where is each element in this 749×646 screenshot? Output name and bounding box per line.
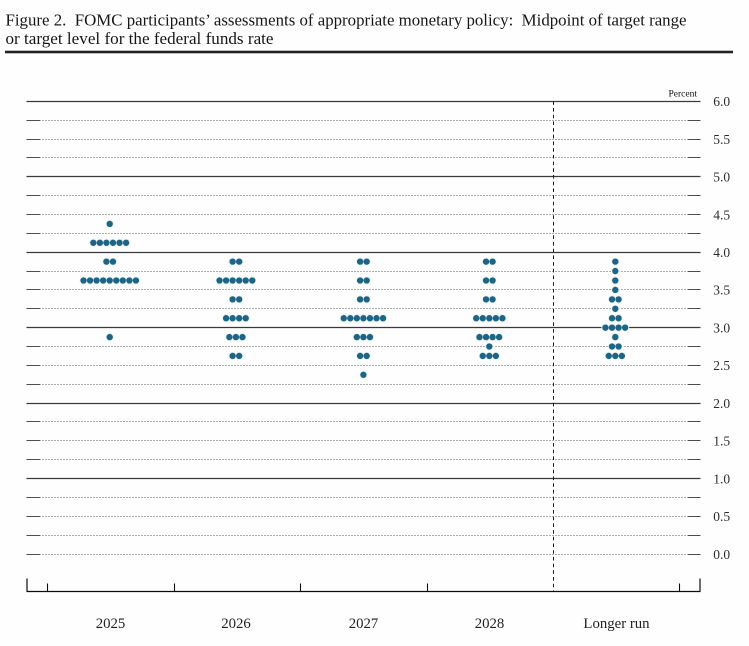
svg-text:2.5: 2.5: [713, 358, 730, 373]
svg-text:5.5: 5.5: [713, 132, 730, 147]
svg-text:5.0: 5.0: [713, 170, 730, 185]
svg-text:1.0: 1.0: [713, 471, 730, 486]
svg-text:2027: 2027: [349, 616, 379, 632]
svg-text:3.5: 3.5: [713, 283, 730, 298]
svg-text:1.5: 1.5: [713, 434, 730, 449]
svg-text:3.0: 3.0: [713, 321, 730, 336]
svg-text:2028: 2028: [475, 616, 505, 632]
svg-text:0.0: 0.0: [713, 547, 730, 562]
svg-text:2025: 2025: [96, 616, 126, 632]
svg-text:Percent: Percent: [669, 90, 698, 100]
svg-text:Longer run: Longer run: [583, 616, 650, 632]
svg-text:Figure 2. FOMC participants’ a: Figure 2. FOMC participants’ assessments…: [6, 11, 687, 30]
svg-text:4.5: 4.5: [713, 207, 730, 222]
svg-text:2026: 2026: [221, 616, 251, 632]
svg-text:0.5: 0.5: [713, 509, 730, 524]
svg-text:6.0: 6.0: [713, 94, 730, 109]
svg-text:2.0: 2.0: [713, 396, 730, 411]
svg-text:or target level for the federa: or target level for the federal funds ra…: [6, 29, 274, 48]
svg-text:4.0: 4.0: [713, 245, 730, 260]
